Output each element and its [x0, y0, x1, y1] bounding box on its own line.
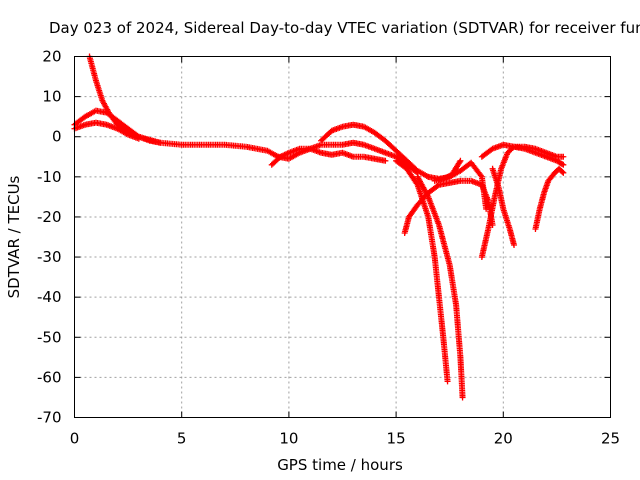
data-point — [559, 160, 566, 167]
data-point — [511, 242, 518, 249]
x-tick-label: 10 — [279, 430, 298, 448]
y-tick-label: 0 — [52, 128, 62, 146]
data-point — [483, 205, 490, 212]
data-point — [444, 378, 451, 385]
series-arc-g — [393, 157, 451, 385]
y-tick-label: -70 — [37, 409, 62, 427]
series-arc-h — [414, 173, 466, 401]
data-point — [135, 135, 142, 142]
data-point — [382, 157, 389, 164]
series-arc-n — [478, 141, 567, 168]
series-arc-i — [401, 177, 496, 236]
data-layer — [71, 53, 567, 401]
x-tick-label: 5 — [177, 430, 187, 448]
chart-title: Day 023 of 2024, Sidereal Day-to-day VTE… — [49, 19, 640, 37]
tick-layer: 0 5 10 15 20 25 20 10 0 -10 -20 -30 -40 -50 -60 -70 — [37, 48, 620, 448]
y-tick-label: -20 — [37, 208, 62, 226]
data-point — [459, 394, 466, 401]
data-point — [157, 139, 164, 146]
data-point — [559, 168, 566, 175]
data-point — [434, 182, 441, 189]
x-tick-label: 15 — [387, 430, 406, 448]
series-arc-e — [318, 121, 432, 180]
data-point — [560, 153, 567, 160]
x-axis-label: GPS time / hours — [277, 456, 403, 474]
series-arc-a — [86, 53, 282, 160]
x-tick-label: 20 — [494, 430, 513, 448]
series-arc-k — [431, 157, 464, 184]
y-tick-label: -60 — [37, 368, 62, 386]
x-tick-label: 0 — [70, 430, 80, 448]
data-point — [560, 169, 567, 176]
series-arc-o — [532, 165, 567, 232]
data-point — [457, 157, 464, 164]
data-point — [560, 161, 567, 168]
y-tick-label: -10 — [37, 168, 62, 186]
x-tick-label: 25 — [601, 430, 620, 448]
grid-layer — [74, 56, 611, 418]
y-tick-label: -30 — [37, 248, 62, 266]
y-tick-label: 20 — [42, 48, 61, 66]
y-tick-label: 10 — [42, 88, 61, 106]
series-arc-m — [489, 165, 518, 249]
y-tick-label: -40 — [37, 288, 62, 306]
y-tick-label: -50 — [37, 328, 62, 346]
plot-frame — [74, 56, 611, 418]
series-arc-f — [275, 145, 389, 164]
y-axis-label: SDTVAR / TECUs — [5, 175, 23, 298]
